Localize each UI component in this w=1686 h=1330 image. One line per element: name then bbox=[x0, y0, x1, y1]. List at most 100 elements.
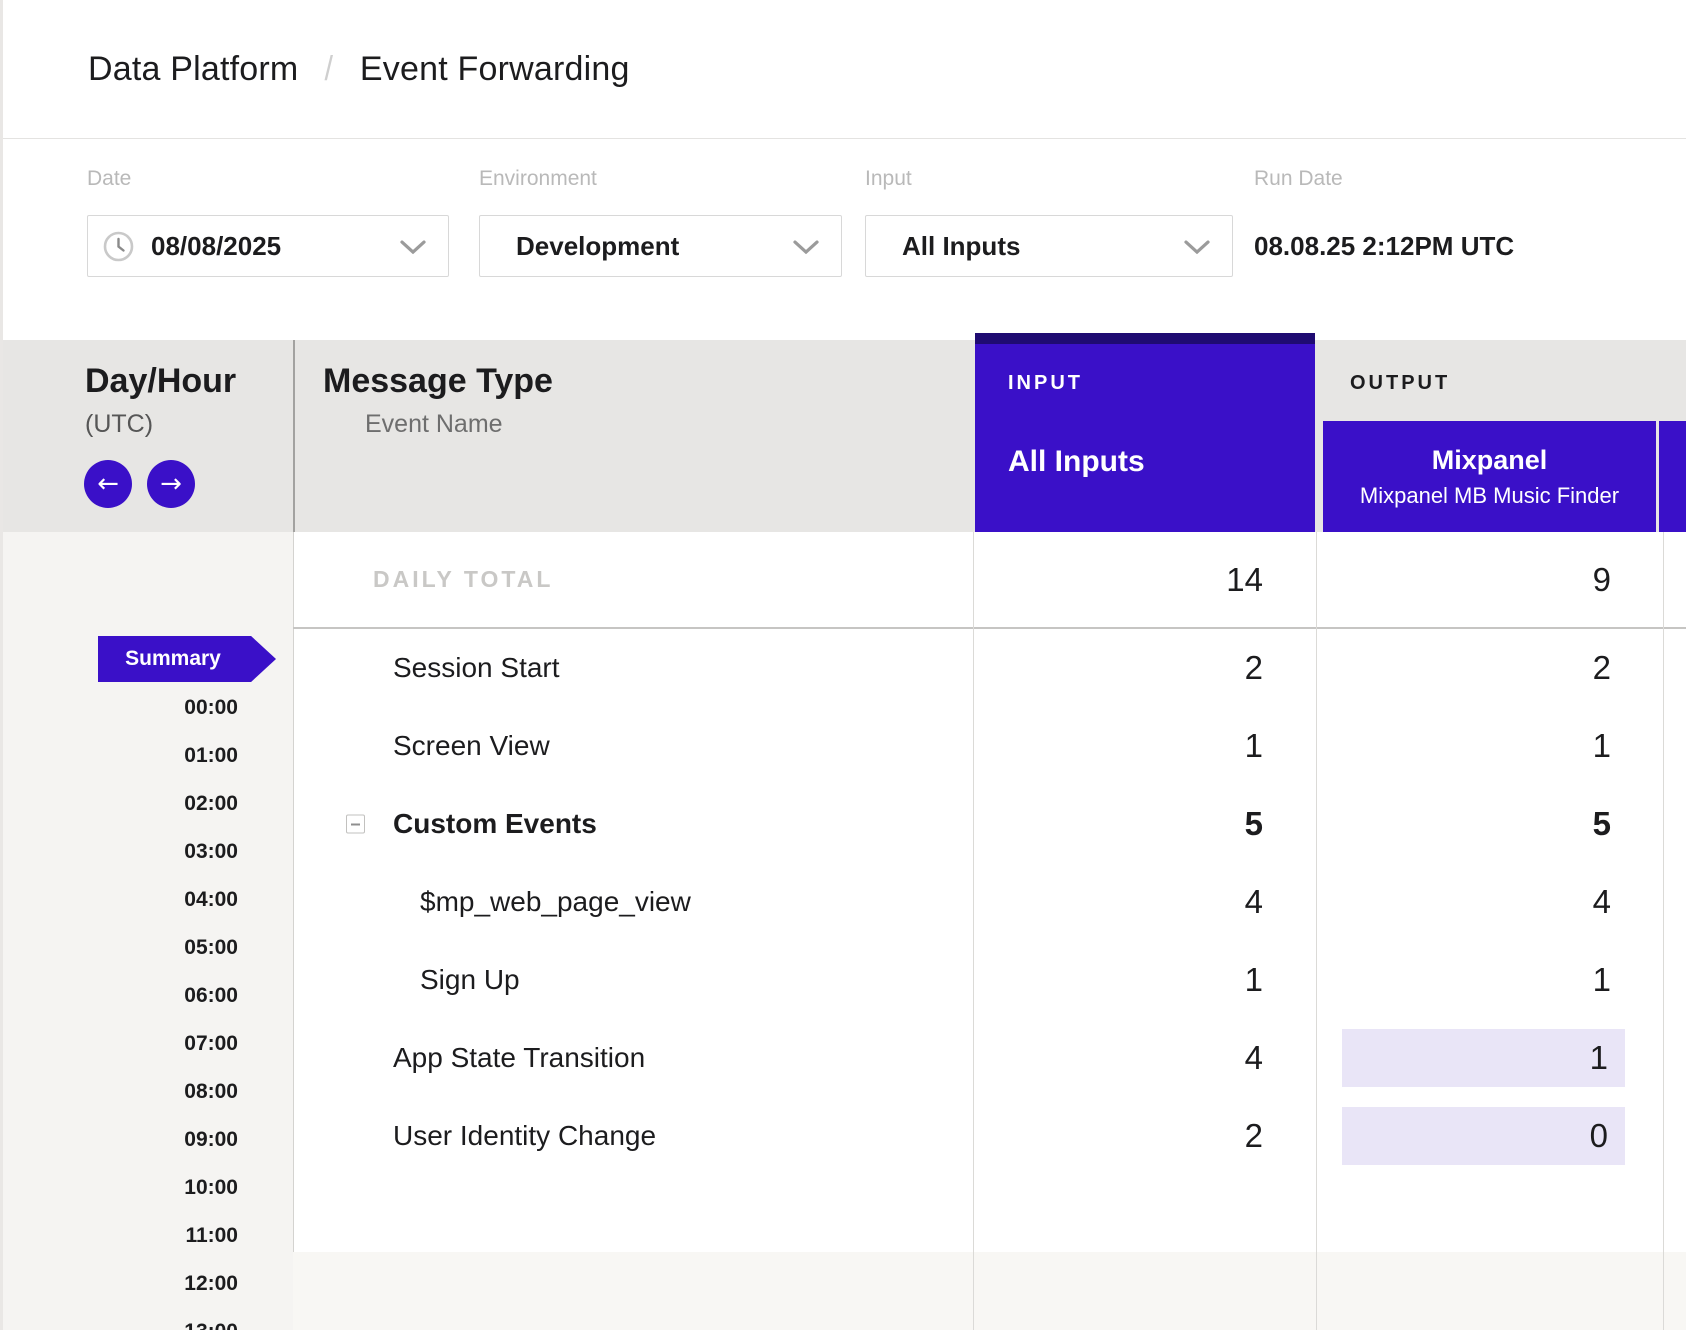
event-name-cell: Custom Events bbox=[293, 785, 973, 863]
arrow-right-icon: → bbox=[160, 469, 182, 499]
input-count-cell: 4 bbox=[1244, 1039, 1263, 1076]
input-count-cell: 2 bbox=[1244, 1117, 1263, 1154]
input-count-cell: 2 bbox=[1244, 649, 1263, 686]
input-count-cell: 1 bbox=[1244, 961, 1263, 998]
event-name-cell: Sign Up bbox=[293, 941, 973, 1019]
date-value: 08/08/2025 bbox=[151, 230, 282, 261]
table-row: User Identity Change 2 0 bbox=[293, 1097, 1686, 1175]
input-select[interactable]: All Inputs bbox=[865, 215, 1233, 277]
output-column-name: Mixpanel bbox=[1431, 444, 1548, 475]
arrow-left-icon: ← bbox=[97, 469, 119, 499]
output-count-highlighted: 1 bbox=[1342, 1029, 1625, 1087]
message-type-header: Message Type bbox=[323, 362, 553, 400]
hour-row-selector[interactable]: 11:00 bbox=[185, 1224, 238, 1247]
input-count-cell: 4 bbox=[1244, 883, 1263, 920]
date-label: Date bbox=[87, 167, 132, 190]
data-grid: DAILY TOTAL 14 9 Session Start 2 2 Screen V… bbox=[293, 532, 1686, 1330]
hour-row-selector[interactable]: 01:00 bbox=[184, 744, 238, 767]
output-count-cell: 4 bbox=[1316, 863, 1663, 941]
input-count-cell: 1 bbox=[1244, 727, 1263, 764]
filter-bar: Date Environment Input Run Date 08/08/20… bbox=[3, 138, 1686, 340]
hour-row-selector[interactable]: 12:00 bbox=[184, 1272, 238, 1295]
chevron-down-icon bbox=[400, 240, 426, 255]
event-name-subheader: Event Name bbox=[365, 410, 503, 438]
hour-row-selector[interactable]: 07:00 bbox=[184, 1032, 238, 1055]
output-column-header[interactable]: Mixpanel Mixpanel MB Music Finder bbox=[1323, 421, 1656, 532]
hour-row-selector[interactable]: 03:00 bbox=[184, 840, 238, 863]
input-value: All Inputs bbox=[902, 230, 1021, 261]
output-right-divider bbox=[1663, 532, 1664, 1330]
event-name-label: Custom Events bbox=[393, 808, 597, 839]
output-count-value: 1 bbox=[1592, 727, 1611, 764]
top-bar: Data Platform / Event Forwarding bbox=[3, 0, 1686, 138]
hour-row-selector[interactable]: 06:00 bbox=[184, 984, 238, 1007]
output-group-label: OUTPUT bbox=[1350, 372, 1451, 394]
output-count-cell: 1 bbox=[1316, 941, 1663, 1019]
previous-day-button[interactable]: ← bbox=[84, 460, 132, 508]
daily-total-input-value: 14 bbox=[1226, 561, 1263, 598]
input-column-header: INPUT All Inputs bbox=[975, 333, 1315, 532]
environment-value: Development bbox=[516, 230, 680, 261]
column-divider bbox=[293, 340, 295, 532]
hour-row-selector[interactable]: 13:00 bbox=[184, 1308, 238, 1330]
hour-row-selector[interactable]: 00:00 bbox=[184, 696, 238, 719]
input-count-cell: 5 bbox=[1244, 805, 1263, 842]
event-name-label: Sign Up bbox=[420, 964, 520, 995]
input-column-accent-stripe bbox=[975, 333, 1315, 344]
input-column-name: All Inputs bbox=[1008, 445, 1145, 478]
breadcrumb-separator-icon: / bbox=[324, 49, 334, 88]
grid-footer-band bbox=[293, 1252, 1686, 1330]
event-name-cell: User Identity Change bbox=[293, 1097, 973, 1175]
daily-total-output-value: 9 bbox=[1592, 561, 1611, 598]
run-date-value: 08.08.25 2:12PM UTC bbox=[1254, 231, 1515, 261]
output-column-subtitle: Mixpanel MB Music Finder bbox=[1359, 482, 1620, 508]
table-header: Day/Hour (UTC) ← → Message Type Event Na… bbox=[3, 333, 1686, 532]
hour-row-selector[interactable]: 10:00 bbox=[184, 1176, 238, 1199]
output-count-value: 4 bbox=[1592, 883, 1611, 920]
event-name-label: User Identity Change bbox=[393, 1120, 657, 1151]
collapse-icon[interactable] bbox=[346, 814, 365, 834]
event-rows: Session Start 2 2 Screen View 1 1 Custom Event… bbox=[293, 629, 1686, 1175]
next-output-column-partial bbox=[1659, 421, 1686, 532]
table-row: Session Start 2 2 bbox=[293, 629, 1686, 707]
input-group-label: INPUT bbox=[1008, 372, 1083, 394]
run-date-label: Run Date bbox=[1254, 167, 1343, 190]
output-count-highlighted: 0 bbox=[1342, 1107, 1625, 1165]
hour-row-selector[interactable]: 02:00 bbox=[184, 792, 238, 815]
page-title: Event Forwarding bbox=[359, 49, 630, 88]
input-label: Input bbox=[865, 167, 912, 190]
output-count-value: 2 bbox=[1592, 649, 1611, 686]
output-count-cell: 1 bbox=[1316, 707, 1663, 785]
hour-row-selector[interactable]: 09:00 bbox=[184, 1128, 238, 1151]
next-day-button[interactable]: → bbox=[147, 460, 195, 508]
event-name-label: $mp_web_page_view bbox=[420, 886, 691, 917]
output-count-value: 5 bbox=[1592, 805, 1611, 842]
hour-row-selector[interactable]: 08:00 bbox=[184, 1080, 238, 1103]
event-name-cell: App State Transition bbox=[293, 1019, 973, 1097]
input-output-divider bbox=[1316, 532, 1317, 1330]
hour-row-selector[interactable]: 04:00 bbox=[184, 888, 238, 911]
event-name-label: Session Start bbox=[393, 652, 560, 683]
breadcrumb: Data Platform / Event Forwarding bbox=[88, 50, 630, 89]
day-hour-timezone: (UTC) bbox=[85, 410, 154, 438]
chevron-down-icon bbox=[793, 240, 819, 255]
daily-total-label: DAILY TOTAL bbox=[373, 566, 554, 592]
day-hour-header: Day/Hour bbox=[85, 362, 237, 400]
hour-row-selector[interactable]: 05:00 bbox=[184, 936, 238, 959]
output-count-cell: 5 bbox=[1316, 785, 1663, 863]
event-name-cell: Screen View bbox=[293, 707, 973, 785]
date-select[interactable]: 08/08/2025 bbox=[87, 215, 449, 277]
event-name-cell: $mp_web_page_view bbox=[293, 863, 973, 941]
environment-label: Environment bbox=[479, 167, 597, 190]
breadcrumb-section[interactable]: Data Platform bbox=[88, 49, 299, 88]
table-row: $mp_web_page_view 4 4 bbox=[293, 863, 1686, 941]
clock-icon bbox=[103, 231, 134, 262]
output-count-value: 1 bbox=[1592, 961, 1611, 998]
daily-total-divider bbox=[293, 627, 1686, 629]
chevron-down-icon bbox=[1184, 240, 1210, 255]
day-navigation: ← → bbox=[84, 460, 195, 508]
summary-row-selector[interactable]: Summary bbox=[98, 636, 276, 682]
environment-select[interactable]: Development bbox=[479, 215, 842, 277]
table-body: Summary 00:00 01:00 02:00 03:00 04:00 05:00 06… bbox=[3, 532, 1686, 1330]
